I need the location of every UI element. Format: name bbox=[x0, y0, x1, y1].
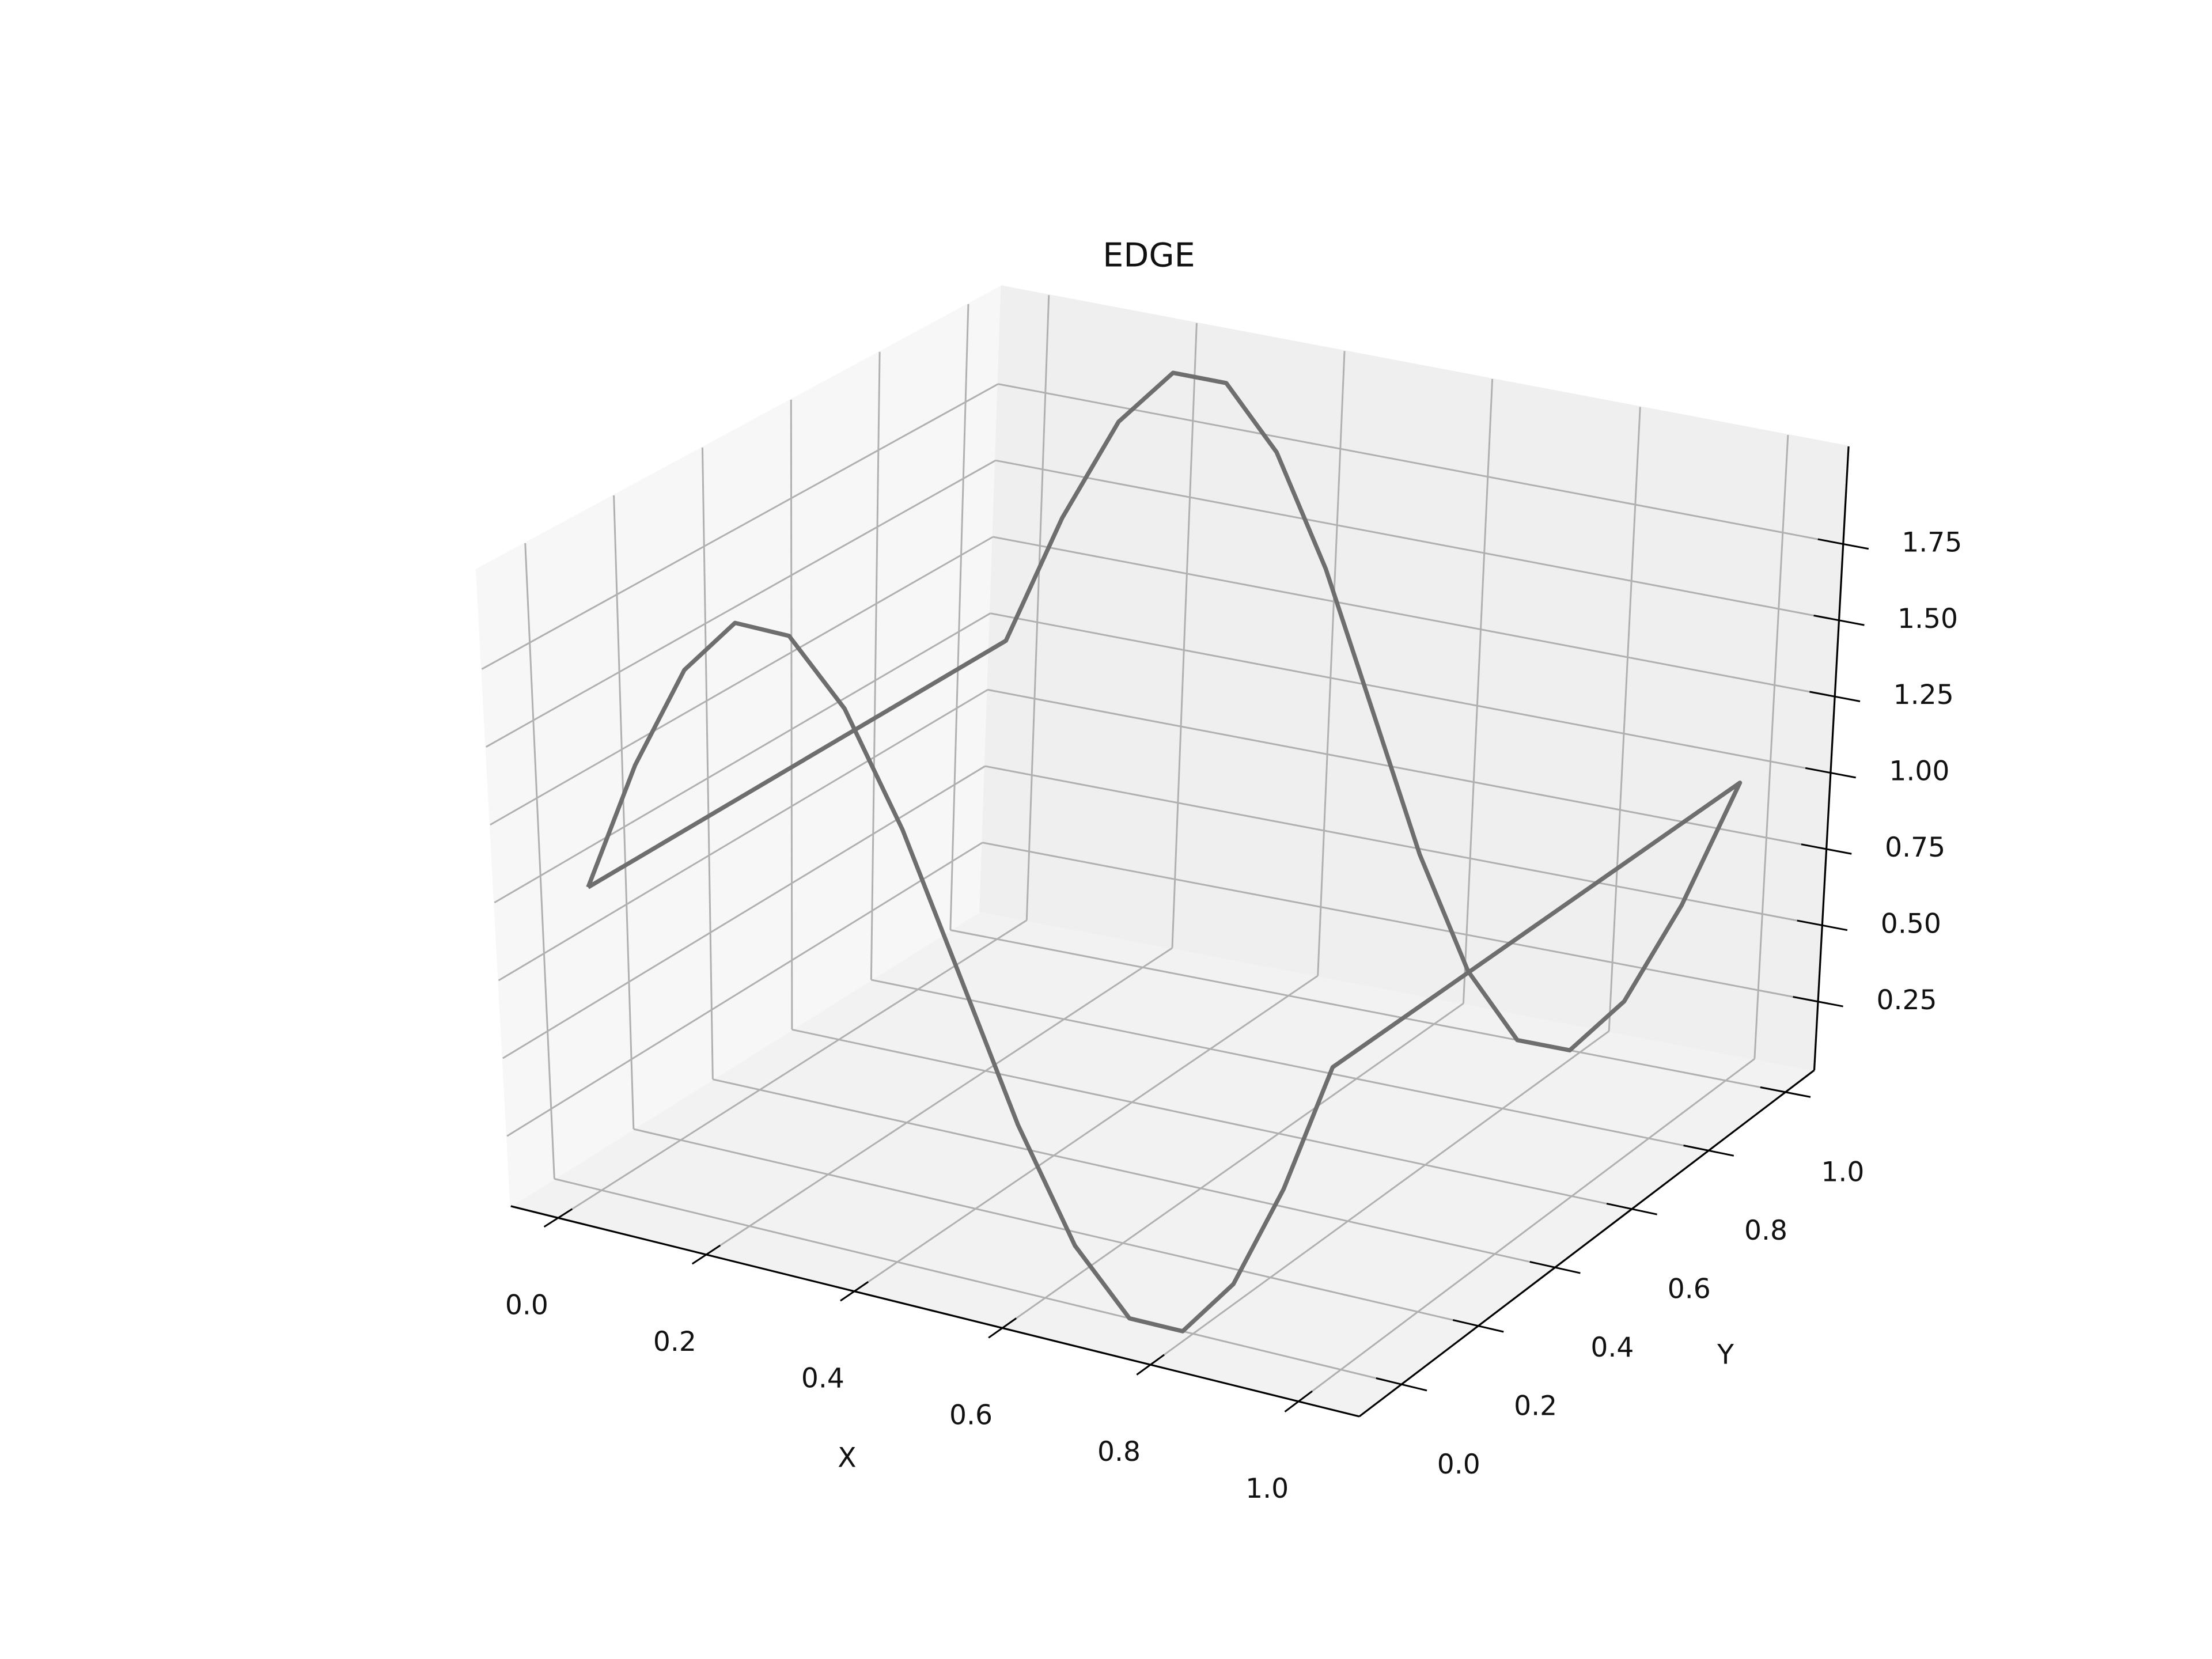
tick-mark bbox=[1376, 1377, 1427, 1392]
x-axis-label: X bbox=[838, 1442, 856, 1474]
tick-mark bbox=[1136, 1354, 1165, 1376]
grid-line bbox=[486, 460, 997, 748]
tick-mark bbox=[1817, 538, 1869, 550]
x-tick-label: 0.2 bbox=[653, 1326, 696, 1358]
y-tick-label: 0.4 bbox=[1590, 1332, 1634, 1363]
grid-line bbox=[1171, 323, 1198, 948]
tick-mark bbox=[840, 1281, 869, 1302]
grid-line bbox=[1298, 1058, 1755, 1403]
chart-title: EDGE bbox=[1103, 237, 1195, 275]
z-tick-label: 1.00 bbox=[1889, 756, 1949, 787]
grid-line bbox=[558, 919, 1028, 1219]
x-axis-line bbox=[510, 1205, 1360, 1418]
y-axis-label: Y bbox=[1717, 1339, 1734, 1371]
tick-mark bbox=[1683, 1145, 1734, 1157]
grid-line bbox=[490, 536, 994, 826]
y-tick-label: 0.6 bbox=[1668, 1273, 1711, 1305]
grid bbox=[481, 295, 1844, 1403]
grid-line bbox=[790, 399, 793, 1030]
y-tick-label: 1.0 bbox=[1821, 1157, 1864, 1188]
grid-line bbox=[990, 612, 1831, 774]
x-tick-label: 0.8 bbox=[1097, 1436, 1141, 1468]
y-tick-label: 0.0 bbox=[1437, 1449, 1480, 1480]
z-tick-label: 1.25 bbox=[1893, 679, 1954, 711]
grid-line bbox=[613, 495, 635, 1130]
tick-mark bbox=[1284, 1390, 1313, 1412]
grid-line bbox=[524, 543, 555, 1179]
grid-line bbox=[498, 689, 988, 982]
z-tick-label: 0.50 bbox=[1881, 908, 1941, 940]
grid-line bbox=[871, 979, 1709, 1152]
panes bbox=[475, 285, 1850, 1418]
grid-line bbox=[1608, 407, 1641, 1032]
grid-line bbox=[1002, 1002, 1464, 1329]
grid-line bbox=[950, 929, 1786, 1093]
tick-mark bbox=[1606, 1203, 1657, 1215]
z-tick-label: 0.75 bbox=[1885, 832, 1945, 863]
x-tick-label: 0.6 bbox=[949, 1399, 993, 1431]
grid-line bbox=[993, 536, 1835, 698]
grid-line bbox=[1025, 295, 1050, 921]
marks bbox=[586, 370, 1743, 1334]
tick-mark bbox=[691, 1244, 721, 1265]
x-tick-label: 1.0 bbox=[1245, 1473, 1289, 1505]
grid-line bbox=[998, 383, 1844, 545]
grid-line bbox=[1753, 434, 1789, 1059]
y-tick-label: 0.8 bbox=[1744, 1215, 1787, 1247]
z-tick-label: 1.50 bbox=[1897, 603, 1958, 635]
tick-mark bbox=[1809, 691, 1861, 702]
grid-line bbox=[713, 1078, 1555, 1268]
tick-mark bbox=[988, 1317, 1017, 1339]
grid-line bbox=[481, 383, 999, 670]
grid-line bbox=[1317, 351, 1346, 976]
y-axis-line bbox=[1358, 1069, 1815, 1418]
tick-mark bbox=[1452, 1319, 1504, 1333]
z-tick-label: 0.25 bbox=[1877, 984, 1937, 1016]
x-tick-label: 0.4 bbox=[801, 1363, 844, 1395]
grid-line bbox=[506, 842, 983, 1137]
grid-line bbox=[502, 765, 986, 1059]
grid-line bbox=[554, 1177, 1402, 1385]
tick-mark bbox=[1805, 767, 1856, 779]
grid-line bbox=[791, 1028, 1633, 1210]
grid-line bbox=[982, 842, 1819, 1003]
y-tick-label: 0.2 bbox=[1514, 1390, 1557, 1422]
grid-line bbox=[870, 351, 881, 980]
tick-mark bbox=[1797, 919, 1848, 931]
grid-line bbox=[701, 447, 714, 1080]
grid-line bbox=[949, 304, 969, 930]
tick-mark bbox=[1813, 615, 1865, 626]
tick-mark bbox=[1529, 1261, 1581, 1274]
tick-mark bbox=[1801, 843, 1852, 855]
axes: 0.0 0.2 0.4 0.6 0.8 1.0 0.0 0.2 0.4 0.6 0.8 1.0 0.25… bbox=[505, 446, 1962, 1505]
grid-line bbox=[494, 612, 991, 904]
tick-mark bbox=[1793, 996, 1843, 1007]
data-line bbox=[586, 370, 1743, 1334]
z-tick-label: 1.75 bbox=[1902, 527, 1962, 558]
grid-line bbox=[1150, 1030, 1610, 1366]
grid-line bbox=[1462, 378, 1494, 1004]
grid-line bbox=[995, 459, 1839, 622]
tick-mark bbox=[543, 1208, 573, 1228]
tick-mark bbox=[1760, 1086, 1811, 1098]
grid-line bbox=[633, 1128, 1479, 1327]
grid-line bbox=[706, 947, 1173, 1256]
x-tick-label: 0.0 bbox=[505, 1289, 548, 1321]
grid-line bbox=[854, 975, 1319, 1292]
z-axis-line bbox=[1813, 446, 1850, 1070]
